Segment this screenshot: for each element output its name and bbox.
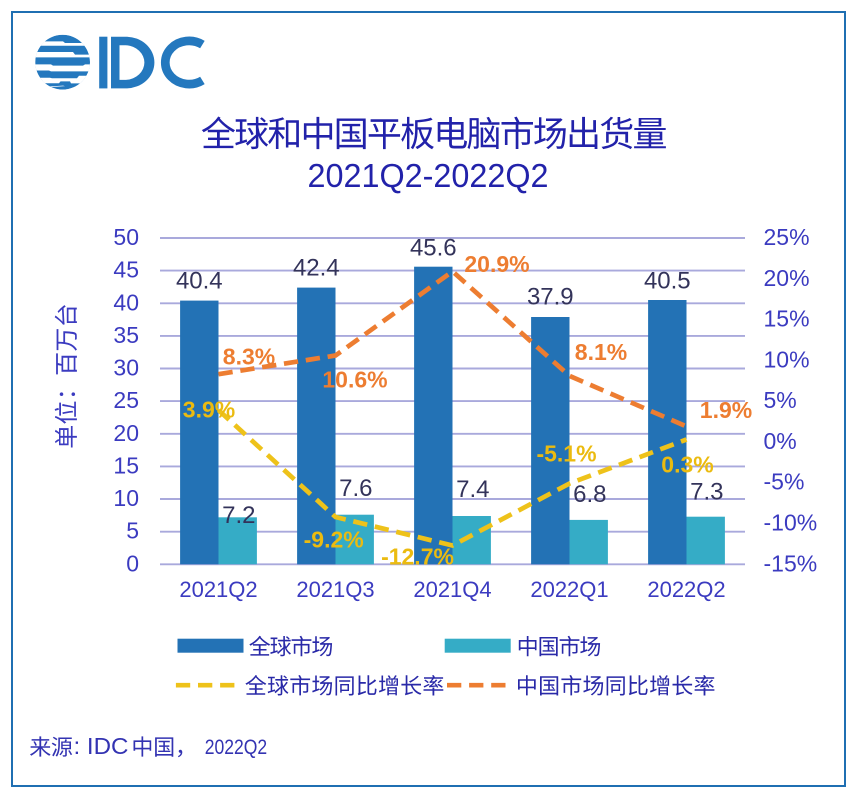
svg-text:-9.2%: -9.2% <box>304 526 364 552</box>
svg-text:-15%: -15% <box>764 550 818 576</box>
svg-text:0: 0 <box>126 550 139 576</box>
svg-text:35: 35 <box>113 322 139 348</box>
svg-text:10: 10 <box>113 485 139 511</box>
svg-text:2022Q2: 2022Q2 <box>647 577 725 602</box>
svg-text:-5%: -5% <box>764 469 805 495</box>
svg-text:6.8: 6.8 <box>573 481 606 508</box>
svg-text:30: 30 <box>113 355 139 381</box>
svg-text:2021Q3: 2021Q3 <box>296 577 374 602</box>
svg-text:20: 20 <box>113 420 139 446</box>
svg-text:45: 45 <box>113 257 139 283</box>
svg-text:10.6%: 10.6% <box>322 366 387 392</box>
svg-text:10%: 10% <box>764 346 810 372</box>
svg-text:8.1%: 8.1% <box>575 339 627 365</box>
svg-text:2022Q1: 2022Q1 <box>530 577 608 602</box>
svg-text:40.4: 40.4 <box>176 268 223 295</box>
svg-text:0.3%: 0.3% <box>661 452 713 478</box>
svg-text:2021Q4: 2021Q4 <box>413 577 491 602</box>
svg-text:0%: 0% <box>764 428 797 454</box>
svg-text:2021Q2: 2021Q2 <box>179 577 257 602</box>
svg-text:20.9%: 20.9% <box>464 251 529 277</box>
svg-text:15%: 15% <box>764 306 810 332</box>
svg-text:37.9: 37.9 <box>527 283 574 310</box>
svg-text:20%: 20% <box>764 265 810 291</box>
svg-text:40.5: 40.5 <box>644 268 691 295</box>
svg-text:3.9%: 3.9% <box>183 397 235 423</box>
svg-text:25: 25 <box>113 387 139 413</box>
svg-text:-10%: -10% <box>764 510 818 536</box>
svg-text:7.6: 7.6 <box>339 475 372 502</box>
svg-text:50: 50 <box>113 224 139 250</box>
svg-text:42.4: 42.4 <box>293 255 340 282</box>
svg-text:7.4: 7.4 <box>456 476 489 503</box>
svg-text:1.9%: 1.9% <box>700 397 752 423</box>
svg-text:5%: 5% <box>764 387 797 413</box>
svg-text:2022Q2: 2022Q2 <box>205 735 268 759</box>
svg-text:15: 15 <box>113 452 139 478</box>
svg-text:40: 40 <box>113 289 139 315</box>
svg-text:-12.7%: -12.7% <box>381 544 454 570</box>
svg-text:8.3%: 8.3% <box>223 343 275 369</box>
svg-text:2021Q2-2022Q2: 2021Q2-2022Q2 <box>308 157 549 194</box>
svg-text:7.2: 7.2 <box>222 502 255 529</box>
svg-text:25%: 25% <box>764 224 810 250</box>
svg-text:-5.1%: -5.1% <box>536 441 596 467</box>
svg-text:5: 5 <box>126 518 139 544</box>
svg-text:45.6: 45.6 <box>410 234 457 261</box>
svg-text:: IDC: : IDC <box>74 733 129 759</box>
svg-text:7.3: 7.3 <box>690 479 723 506</box>
